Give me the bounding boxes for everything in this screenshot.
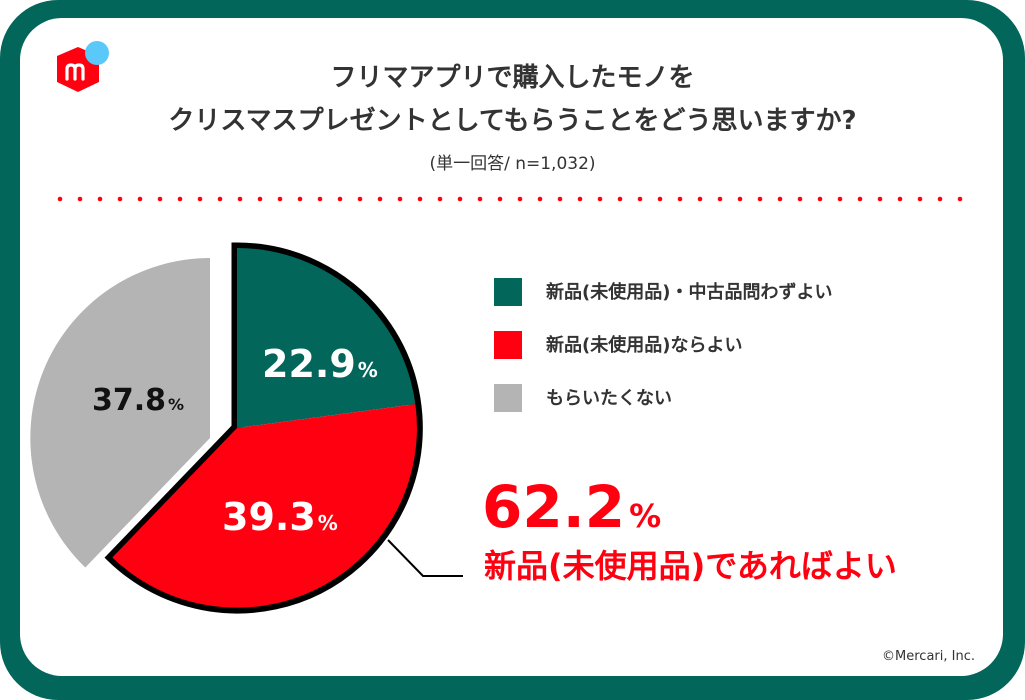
slice-no: [30, 258, 211, 568]
legend-swatch-teal: [494, 278, 522, 306]
slice-new-only: [112, 404, 417, 608]
legend-label: 新品(未使用品)・中古品問わずよい: [546, 282, 833, 303]
slice-pct: %: [168, 395, 185, 414]
legend-label: 新品(未使用品)ならよい: [546, 335, 743, 356]
callout-total: 62.2%: [482, 478, 661, 536]
slice-label-teal: 22.9%: [262, 345, 378, 383]
legend-swatch-red: [494, 331, 522, 359]
callout-label: 新品(未使用品)であればよい: [484, 547, 897, 585]
slice-value: 39.3: [222, 495, 316, 539]
slice-any: [237, 248, 416, 428]
slice-pct: %: [357, 358, 378, 382]
slice-label-red: 39.3%: [222, 498, 338, 536]
legend-label: もらいたくない: [546, 388, 672, 409]
slice-value: 22.9: [262, 342, 356, 386]
slice-value: 37.8: [92, 383, 167, 418]
highlight-outline: [104, 242, 423, 614]
chart-subtitle: (単一回答/ n=1,032): [429, 154, 596, 174]
mercari-logo-icon: [57, 41, 109, 92]
slice-pct: %: [317, 511, 338, 535]
callout-leader-line: [387, 539, 463, 577]
callout-value: 62.2: [482, 473, 626, 541]
legend-swatch-gray: [494, 384, 522, 412]
dotted-divider: [57, 196, 963, 202]
chart-title-line2: クリスマスプレゼントとしてもらうことをどう思いますか?: [168, 106, 857, 136]
chart-title-line1: フリマアプリで購入したモノを: [330, 63, 695, 93]
slice-label-gray: 37.8%: [92, 386, 184, 416]
callout-pct-sign: %: [629, 497, 662, 535]
copyright: ©Mercari, Inc.: [882, 649, 975, 664]
